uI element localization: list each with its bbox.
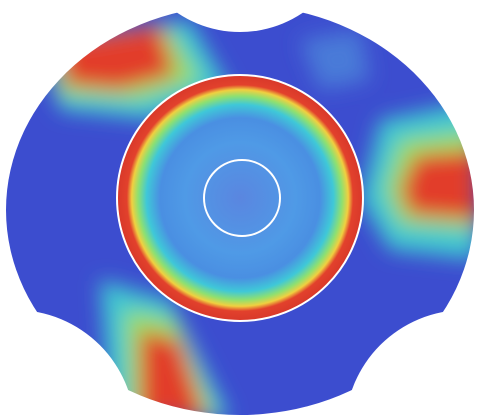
- inner-ring: [117, 75, 363, 321]
- bore-outline: [203, 159, 281, 237]
- ring-outline: [116, 74, 364, 322]
- contour-red: [140, 330, 205, 418]
- contour-red: [60, 25, 175, 90]
- contour-red: [400, 150, 477, 220]
- contour-light-blue: [300, 30, 370, 90]
